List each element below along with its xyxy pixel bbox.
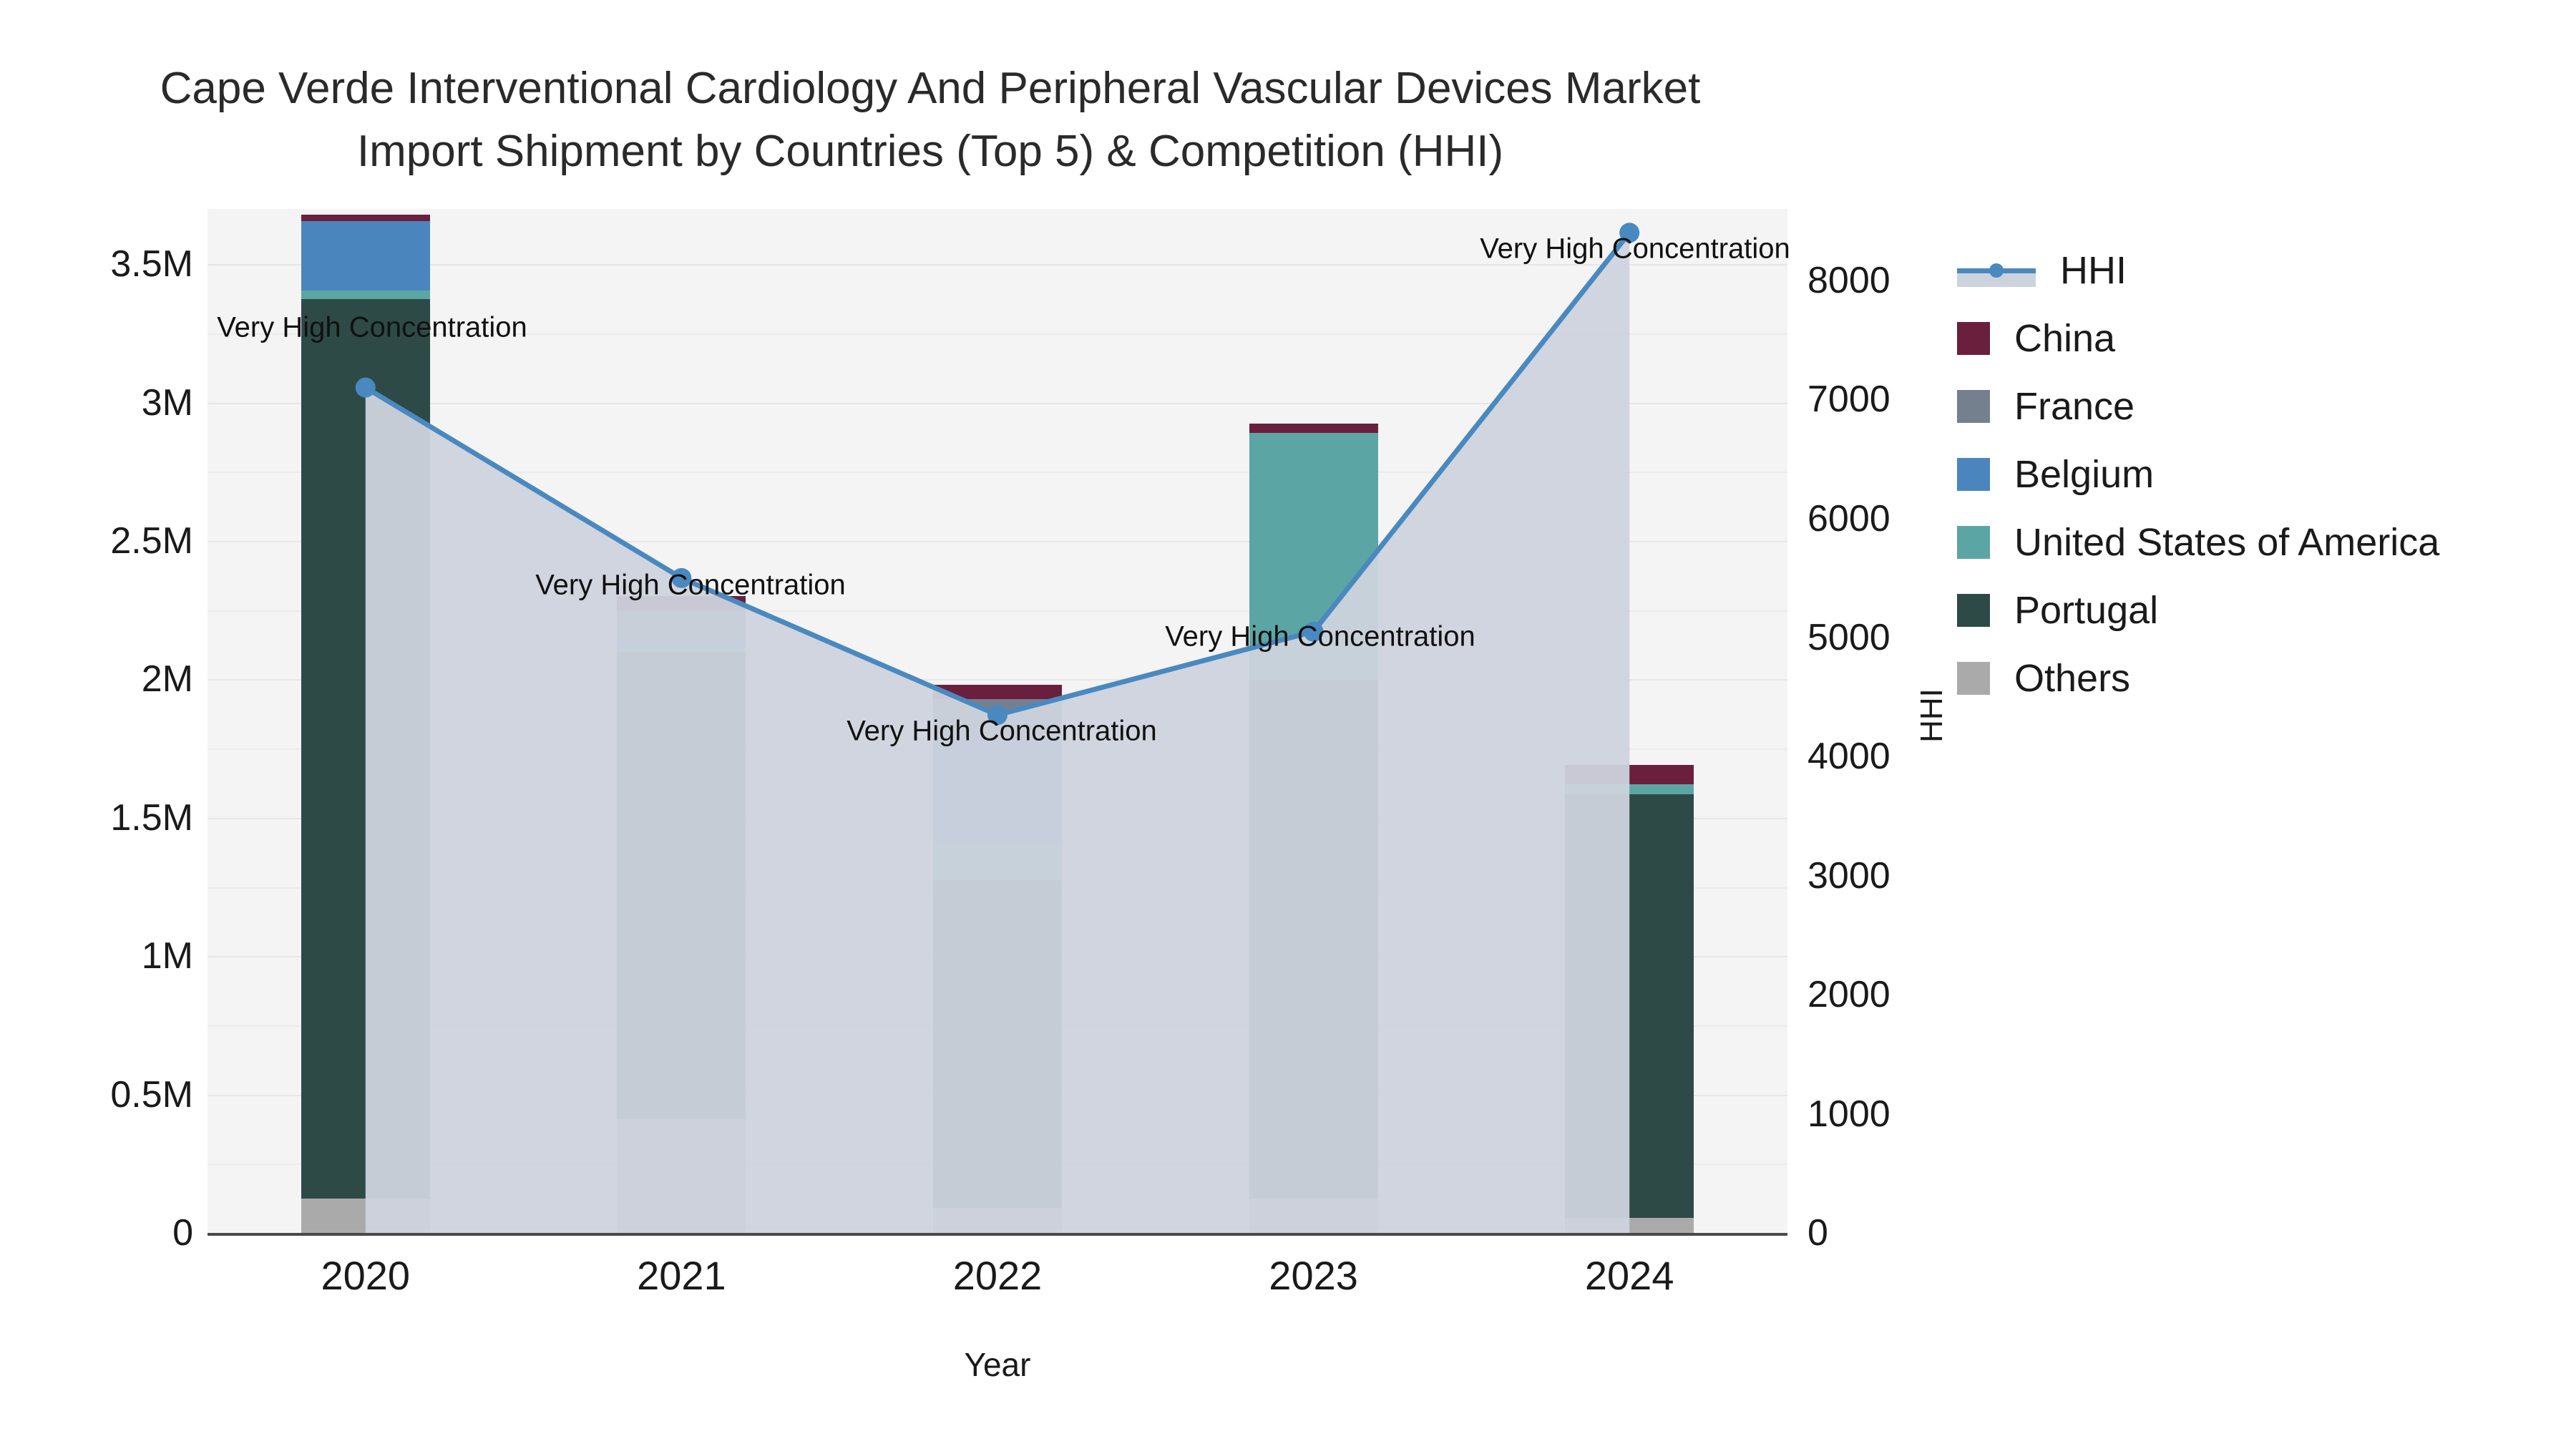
gridline [208,610,1787,612]
x-tick-2022: 2022 [952,1253,1043,1298]
y2-tick-8000: 8000 [1807,259,1890,301]
legend: HHI China France Belgium United States of Am… [1957,236,2439,712]
y-tick-2.5M: 2.5M [110,520,193,562]
gridline [208,472,1787,474]
bar-segment-china-2022[interactable] [933,685,1062,699]
y2-tick-5000: 5000 [1807,617,1890,659]
x-axis-line [208,1233,1787,1236]
legend-item-france[interactable]: France [1957,372,2439,440]
hhi-area-fill [365,233,1630,1233]
y-tick-1M: 1M [141,935,193,977]
line-marker-icon [1957,254,2036,287]
annotation-2023: Very High Concentration [1165,620,1475,653]
y-tick-3.5M: 3.5M [110,243,193,286]
color-swatch-icon [1957,525,1990,559]
x-tick-2021: 2021 [637,1253,726,1298]
legend-item-hhi[interactable]: HHI [1957,236,2439,304]
annotation-2022: Very High Concentration [847,715,1157,747]
y2-tick-0: 0 [1807,1212,1828,1254]
hhi-point-2022[interactable] [987,705,1008,726]
gridline [208,402,1787,404]
color-swatch-icon [1957,389,1990,423]
y-tick-1.5M: 1.5M [110,796,193,839]
y2-axis-label: HHI [1914,688,1949,743]
y-tick-0.5M: 0.5M [110,1073,193,1116]
legend-label: HHI [2060,248,2127,292]
y2-tick-7000: 7000 [1807,379,1890,421]
legend-item-belgium[interactable]: Belgium [1957,440,2439,508]
y2-tick-4000: 4000 [1807,736,1890,778]
chart-title: Cape Verde Interventional Cardiology And… [0,57,1860,183]
legend-label: Belgium [2014,452,2155,496]
legend-label: France [2014,384,2135,428]
y-tick-0: 0 [172,1212,193,1254]
x-tick-2023: 2023 [1269,1253,1358,1298]
hhi-line-overlay [355,223,1640,1233]
hhi-point-2024[interactable] [1619,223,1640,243]
y-tick-3M: 3M [141,381,193,424]
plot-area [208,209,1787,1233]
annotation-2020: Very High Concentration [217,311,527,343]
gridline [208,333,1787,336]
gridline [208,541,1787,543]
legend-label: Others [2014,656,2131,700]
color-swatch-icon [1957,457,1990,491]
bar-segment-belgium-2020[interactable] [301,221,430,291]
hhi-data-points [355,223,1640,726]
y2-tick-2000: 2000 [1807,974,1890,1016]
x-tick-2024: 2024 [1584,1253,1674,1298]
bar-segment-united-states-of-america-2020[interactable] [301,291,430,299]
annotation-2021: Very High Concentration [535,569,846,601]
color-swatch-icon [1957,661,1990,695]
chart-title-line-1: Cape Verde Interventional Cardiology And… [160,64,1701,113]
legend-item-china[interactable]: China [1957,304,2439,372]
gridline [208,264,1787,266]
legend-label: Portugal [2014,588,2159,632]
gridline [208,679,1787,681]
color-swatch-icon [1957,321,1990,355]
y-tick-2M: 2M [141,658,193,701]
x-axis-label: Year [964,1346,1031,1383]
y2-tick-6000: 6000 [1807,497,1890,540]
x-tick-2020: 2020 [321,1253,411,1298]
annotation-2024: Very High Concentration [1480,233,1790,265]
legend-label: China [2014,316,2116,360]
legend-item-others[interactable]: Others [1957,644,2439,712]
y2-tick-3000: 3000 [1807,854,1890,897]
bar-segment-china-2023[interactable] [1249,423,1378,434]
legend-label: United States of America [2014,520,2440,564]
bar-segment-china-2020[interactable] [301,214,430,222]
legend-item-united-states-of-america[interactable]: United States of America [1957,508,2439,576]
hhi-point-2020[interactable] [355,377,376,398]
color-swatch-icon [1957,593,1990,627]
hhi-point-2023[interactable] [1303,621,1324,642]
hhi-point-2021[interactable] [671,567,692,588]
legend-item-portugal[interactable]: Portugal [1957,576,2439,644]
chart-title-line-2: Import Shipment by Countries (Top 5) & C… [356,127,1504,177]
y2-tick-1000: 1000 [1807,1093,1890,1135]
